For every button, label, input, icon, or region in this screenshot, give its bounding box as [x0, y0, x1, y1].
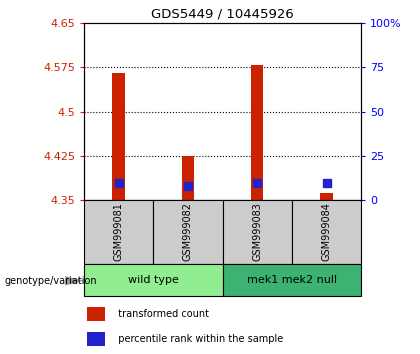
- Text: GSM999083: GSM999083: [252, 202, 262, 261]
- Bar: [292, 200, 361, 264]
- Bar: [87, 307, 105, 321]
- Text: GSM999082: GSM999082: [183, 202, 193, 261]
- Bar: [87, 332, 105, 346]
- Bar: [153, 200, 223, 264]
- Text: mek1 mek2 null: mek1 mek2 null: [247, 275, 337, 285]
- Polygon shape: [65, 276, 84, 285]
- Text: wild type: wild type: [128, 275, 179, 285]
- Bar: [223, 200, 292, 264]
- Text: genotype/variation: genotype/variation: [4, 276, 97, 286]
- Bar: [84, 200, 153, 264]
- Title: GDS5449 / 10445926: GDS5449 / 10445926: [151, 7, 294, 21]
- Bar: [320, 193, 333, 200]
- Text: GSM999081: GSM999081: [114, 202, 123, 261]
- Bar: [251, 65, 263, 200]
- Text: transformed count: transformed count: [112, 309, 209, 319]
- Bar: [113, 73, 125, 200]
- Bar: [84, 264, 223, 296]
- Text: GSM999084: GSM999084: [322, 202, 331, 261]
- Bar: [223, 264, 361, 296]
- Bar: [182, 156, 194, 200]
- Text: percentile rank within the sample: percentile rank within the sample: [112, 333, 283, 344]
